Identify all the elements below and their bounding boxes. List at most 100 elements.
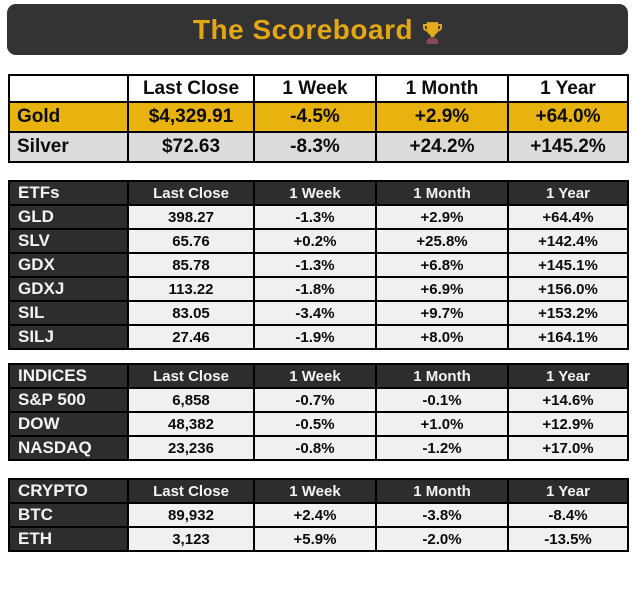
cell-value: +25.8% — [375, 228, 509, 254]
row-label: SIL — [8, 300, 129, 326]
cell-value: 23,236 — [127, 435, 255, 461]
cell-value: -1.3% — [253, 252, 377, 278]
cell-value: 83.05 — [127, 300, 255, 326]
row-label: GLD — [8, 204, 129, 230]
col-header-1-week: 1 Week — [253, 180, 377, 206]
cell-value: -0.1% — [375, 387, 509, 413]
cell-value: +164.1% — [507, 324, 629, 350]
col-header-last-close: Last Close — [127, 180, 255, 206]
cell-value: $72.63 — [127, 131, 255, 163]
col-header-last-close: Last Close — [127, 363, 255, 389]
row-label: BTC — [8, 502, 129, 528]
cell-value: 85.78 — [127, 252, 255, 278]
cell-value: -2.0% — [375, 526, 509, 552]
corner-cell — [8, 74, 129, 103]
row-label: Silver — [8, 131, 129, 163]
col-header-1-year: 1 Year — [507, 180, 629, 206]
crypto-table: CRYPTO Last Close 1 Week 1 Month 1 Year … — [8, 478, 629, 552]
table-row: ETH 3,123 +5.9% -2.0% -13.5% — [8, 526, 629, 552]
cell-value: -8.3% — [253, 131, 377, 163]
cell-value: 65.76 — [127, 228, 255, 254]
col-header-last-close: Last Close — [127, 478, 255, 504]
table-header-row: CRYPTO Last Close 1 Week 1 Month 1 Year — [8, 478, 629, 504]
col-header-1-week: 1 Week — [253, 74, 377, 103]
cell-value: +0.2% — [253, 228, 377, 254]
row-label: SLV — [8, 228, 129, 254]
row-label: Gold — [8, 101, 129, 133]
corner-cell: ETFs — [8, 180, 129, 206]
cell-value: -3.8% — [375, 502, 509, 528]
table-row-silver: Silver $72.63 -8.3% +24.2% +145.2% — [8, 131, 629, 163]
row-label: DOW — [8, 411, 129, 437]
cell-value: +12.9% — [507, 411, 629, 437]
table-row: SLV 65.76 +0.2% +25.8% +142.4% — [8, 228, 629, 254]
col-header-1-month: 1 Month — [375, 363, 509, 389]
cell-value: +145.2% — [507, 131, 629, 163]
col-header-1-month: 1 Month — [375, 74, 509, 103]
cell-value: +5.9% — [253, 526, 377, 552]
cell-value: -13.5% — [507, 526, 629, 552]
cell-value: -1.8% — [253, 276, 377, 302]
table-row: GDXJ 113.22 -1.8% +6.9% +156.0% — [8, 276, 629, 302]
cell-value: -1.2% — [375, 435, 509, 461]
cell-value: +1.0% — [375, 411, 509, 437]
cell-value: -1.3% — [253, 204, 377, 230]
cell-value: +17.0% — [507, 435, 629, 461]
row-label: NASDAQ — [8, 435, 129, 461]
cell-value: -3.4% — [253, 300, 377, 326]
cell-value: +8.0% — [375, 324, 509, 350]
row-label: ETH — [8, 526, 129, 552]
table-row: S&P 500 6,858 -0.7% -0.1% +14.6% — [8, 387, 629, 413]
cell-value: +6.8% — [375, 252, 509, 278]
row-label: GDX — [8, 252, 129, 278]
cell-value: 113.22 — [127, 276, 255, 302]
cell-value: 89,932 — [127, 502, 255, 528]
cell-value: +156.0% — [507, 276, 629, 302]
table-row: SILJ 27.46 -1.9% +8.0% +164.1% — [8, 324, 629, 350]
table-row: BTC 89,932 +2.4% -3.8% -8.4% — [8, 502, 629, 528]
cell-value: 48,382 — [127, 411, 255, 437]
col-header-1-year: 1 Year — [507, 363, 629, 389]
cell-value: +2.9% — [375, 204, 509, 230]
table-header-row: ETFs Last Close 1 Week 1 Month 1 Year — [8, 180, 629, 206]
col-header-1-month: 1 Month — [375, 478, 509, 504]
cell-value: $4,329.91 — [127, 101, 255, 133]
cell-value: -0.8% — [253, 435, 377, 461]
cell-value: -0.7% — [253, 387, 377, 413]
cell-value: 27.46 — [127, 324, 255, 350]
corner-cell: CRYPTO — [8, 478, 129, 504]
cell-value: -4.5% — [253, 101, 377, 133]
cell-value: +9.7% — [375, 300, 509, 326]
col-header-1-year: 1 Year — [507, 74, 629, 103]
cell-value: +145.1% — [507, 252, 629, 278]
cell-value: -1.9% — [253, 324, 377, 350]
col-header-1-month: 1 Month — [375, 180, 509, 206]
table-row-gold: Gold $4,329.91 -4.5% +2.9% +64.0% — [8, 101, 629, 133]
row-label: S&P 500 — [8, 387, 129, 413]
table-row: DOW 48,382 -0.5% +1.0% +12.9% — [8, 411, 629, 437]
table-row: GLD 398.27 -1.3% +2.9% +64.4% — [8, 204, 629, 230]
trophy-icon — [423, 22, 443, 44]
etfs-table: ETFs Last Close 1 Week 1 Month 1 Year GL… — [8, 180, 629, 350]
cell-value: +153.2% — [507, 300, 629, 326]
cell-value: +24.2% — [375, 131, 509, 163]
cell-value: -0.5% — [253, 411, 377, 437]
indices-table: INDICES Last Close 1 Week 1 Month 1 Year… — [8, 363, 629, 461]
table-row: SIL 83.05 -3.4% +9.7% +153.2% — [8, 300, 629, 326]
col-header-1-week: 1 Week — [253, 363, 377, 389]
col-header-1-year: 1 Year — [507, 478, 629, 504]
cell-value: +2.9% — [375, 101, 509, 133]
corner-cell: INDICES — [8, 363, 129, 389]
cell-value: +14.6% — [507, 387, 629, 413]
col-header-1-week: 1 Week — [253, 478, 377, 504]
cell-value: +142.4% — [507, 228, 629, 254]
col-header-last-close: Last Close — [127, 74, 255, 103]
row-label: SILJ — [8, 324, 129, 350]
cell-value: +64.0% — [507, 101, 629, 133]
cell-value: +2.4% — [253, 502, 377, 528]
table-row: GDX 85.78 -1.3% +6.8% +145.1% — [8, 252, 629, 278]
cell-value: -8.4% — [507, 502, 629, 528]
cell-value: +64.4% — [507, 204, 629, 230]
cell-value: 398.27 — [127, 204, 255, 230]
table-header-row: INDICES Last Close 1 Week 1 Month 1 Year — [8, 363, 629, 389]
